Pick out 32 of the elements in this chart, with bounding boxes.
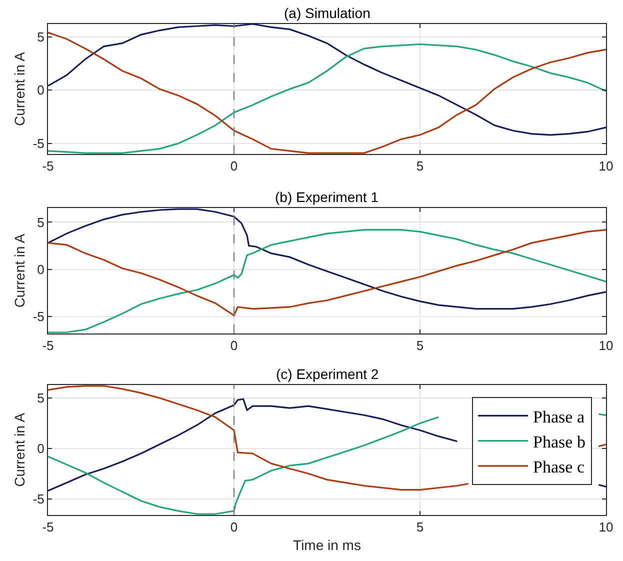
y-axis-title: Current in A [11, 233, 28, 308]
x-tick-label: 10 [598, 520, 614, 535]
y-tick-label: 0 [37, 440, 44, 456]
x-tick-label: 5 [416, 338, 424, 353]
x-axis-title: Time in ms [293, 536, 361, 553]
x-tick-label: 10 [598, 158, 614, 174]
y-tick-label: 0 [37, 262, 44, 277]
x-tick-label: 5 [416, 520, 424, 535]
y-axis-title: Current in A [11, 412, 28, 487]
x-tick-label: 5 [416, 158, 424, 174]
y-tick-label: 0 [37, 82, 44, 98]
y-tick-label: -5 [32, 308, 44, 324]
y-tick-label: 5 [37, 214, 44, 230]
chart-title: (b) Experiment 1 [275, 189, 379, 205]
x-tick-label: 10 [598, 338, 614, 353]
line-series [48, 228, 606, 316]
x-tick-label: 0 [230, 338, 238, 353]
y-tick-label: 5 [37, 29, 44, 44]
legend-label: Phase b [533, 432, 586, 452]
x-tick-label: 0 [230, 158, 238, 174]
line-series [48, 208, 606, 310]
y-tick-label: -5 [32, 136, 44, 151]
line-series [48, 24, 606, 136]
y-tick-label: -5 [32, 491, 44, 506]
y-tick-label: 5 [37, 390, 44, 406]
legend-label: Phase a [533, 407, 585, 426]
chart-title: (a) Simulation [284, 5, 370, 21]
line-series [48, 228, 606, 334]
chart-title: (c) Experiment 2 [276, 366, 379, 382]
y-axis-title: Current in A [11, 51, 28, 126]
x-tick-label: 0 [230, 520, 238, 535]
legend-label: Phase c [533, 458, 585, 477]
